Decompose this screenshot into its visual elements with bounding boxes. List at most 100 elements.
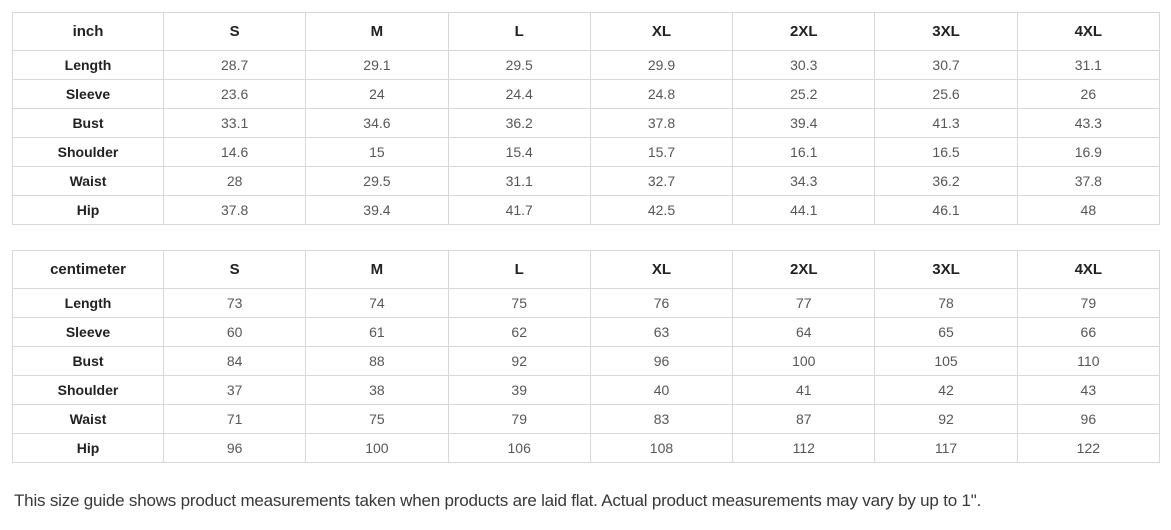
measurement-value-cell: 29.1: [305, 50, 449, 80]
measurement-value-cell: 46.1: [874, 195, 1018, 225]
measurement-value-cell: 23.6: [162, 79, 307, 109]
measurement-value-cell: 31.1: [447, 166, 591, 196]
size-table-body: Length 73 74 75 76 77 78 79 Sleeve 60 61 62 63 64 65 66…: [12, 288, 1161, 463]
table-row: Length 73 74 75 76 77 78 79: [12, 288, 1161, 318]
measurement-value-cell: 38: [305, 375, 449, 405]
measurement-value-cell: 112: [732, 433, 876, 463]
measurement-value-cell: 31.1: [1016, 50, 1161, 80]
table-row: Length 28.7 29.1 29.5 29.9 30.3 30.7 31.1: [12, 50, 1161, 80]
measurement-label-cell: Waist: [12, 404, 164, 434]
measurement-value-cell: 48: [1016, 195, 1161, 225]
measurement-value-cell: 73: [162, 288, 307, 318]
measurement-value-cell: 39.4: [732, 108, 876, 138]
measurement-value-cell: 77: [732, 288, 876, 318]
size-column-header: L: [447, 250, 591, 289]
measurement-value-cell: 87: [732, 404, 876, 434]
measurement-value-cell: 15.7: [589, 137, 734, 167]
size-table-centimeter: centimeter S M L XL 2XL 3XL 4XL Length 73 74 75 76 77…: [12, 250, 1161, 463]
measurement-value-cell: 24.4: [447, 79, 591, 109]
measurement-value-cell: 100: [732, 346, 876, 376]
measurement-value-cell: 92: [874, 404, 1018, 434]
measurement-value-cell: 16.9: [1016, 137, 1161, 167]
measurement-label-cell: Sleeve: [12, 79, 164, 109]
size-column-header: XL: [589, 250, 734, 289]
size-table-header: centimeter S M L XL 2XL 3XL 4XL: [12, 250, 1161, 289]
measurement-value-cell: 15.4: [447, 137, 591, 167]
measurement-value-cell: 25.2: [732, 79, 876, 109]
measurement-value-cell: 117: [874, 433, 1018, 463]
measurement-value-cell: 108: [589, 433, 734, 463]
size-column-header: 4XL: [1016, 12, 1161, 51]
size-column-header: S: [162, 12, 307, 51]
measurement-value-cell: 28.7: [162, 50, 307, 80]
measurement-value-cell: 88: [305, 346, 449, 376]
measurement-label-cell: Shoulder: [12, 375, 164, 405]
measurement-value-cell: 44.1: [732, 195, 876, 225]
size-guide-note: This size guide shows product measuremen…: [14, 491, 982, 510]
measurement-value-cell: 71: [162, 404, 307, 434]
measurement-value-cell: 39: [447, 375, 591, 405]
measurement-value-cell: 110: [1016, 346, 1161, 376]
measurement-value-cell: 42: [874, 375, 1018, 405]
measurement-value-cell: 28: [162, 166, 307, 196]
measurement-value-cell: 63: [589, 317, 734, 347]
measurement-value-cell: 33.1: [162, 108, 307, 138]
size-column-header: 2XL: [732, 250, 876, 289]
measurement-value-cell: 66: [1016, 317, 1161, 347]
measurement-value-cell: 16.5: [874, 137, 1018, 167]
size-column-header: M: [305, 250, 449, 289]
measurement-label-cell: Length: [12, 50, 164, 80]
measurement-value-cell: 122: [1016, 433, 1161, 463]
measurement-value-cell: 14.6: [162, 137, 307, 167]
header-row: inch S M L XL 2XL 3XL 4XL: [12, 12, 1161, 51]
measurement-value-cell: 37.8: [589, 108, 734, 138]
measurement-value-cell: 105: [874, 346, 1018, 376]
measurement-value-cell: 26: [1016, 79, 1161, 109]
measurement-value-cell: 96: [162, 433, 307, 463]
unit-label-cell: inch: [12, 12, 164, 51]
measurement-value-cell: 60: [162, 317, 307, 347]
measurement-value-cell: 16.1: [732, 137, 876, 167]
measurement-value-cell: 92: [447, 346, 591, 376]
measurement-value-cell: 64: [732, 317, 876, 347]
measurement-value-cell: 61: [305, 317, 449, 347]
measurement-value-cell: 30.7: [874, 50, 1018, 80]
measurement-value-cell: 96: [1016, 404, 1161, 434]
measurement-value-cell: 37: [162, 375, 307, 405]
measurement-value-cell: 78: [874, 288, 1018, 318]
measurement-value-cell: 25.6: [874, 79, 1018, 109]
size-column-header: M: [305, 12, 449, 51]
measurement-value-cell: 15: [305, 137, 449, 167]
measurement-value-cell: 43.3: [1016, 108, 1161, 138]
measurement-value-cell: 24: [305, 79, 449, 109]
measurement-value-cell: 40: [589, 375, 734, 405]
table-row: Shoulder 37 38 39 40 41 42 43: [12, 375, 1161, 405]
table-row: Sleeve 60 61 62 63 64 65 66: [12, 317, 1161, 347]
measurement-value-cell: 29.5: [447, 50, 591, 80]
measurement-value-cell: 41.3: [874, 108, 1018, 138]
measurement-value-cell: 30.3: [732, 50, 876, 80]
table-row: Bust 33.1 34.6 36.2 37.8 39.4 41.3 43.3: [12, 108, 1161, 138]
table-row: Hip 96 100 106 108 112 117 122: [12, 433, 1161, 463]
measurement-value-cell: 39.4: [305, 195, 449, 225]
size-column-header: 3XL: [874, 12, 1018, 51]
measurement-value-cell: 34.6: [305, 108, 449, 138]
measurement-value-cell: 74: [305, 288, 449, 318]
measurement-value-cell: 29.9: [589, 50, 734, 80]
measurement-value-cell: 43: [1016, 375, 1161, 405]
measurement-label-cell: Hip: [12, 195, 164, 225]
measurement-value-cell: 84: [162, 346, 307, 376]
measurement-value-cell: 34.3: [732, 166, 876, 196]
measurement-value-cell: 36.2: [874, 166, 1018, 196]
table-row: Waist 28 29.5 31.1 32.7 34.3 36.2 37.8: [12, 166, 1161, 196]
table-row: Bust 84 88 92 96 100 105 110: [12, 346, 1161, 376]
measurement-label-cell: Length: [12, 288, 164, 318]
measurement-value-cell: 24.8: [589, 79, 734, 109]
table-row: Sleeve 23.6 24 24.4 24.8 25.2 25.6 26: [12, 79, 1161, 109]
unit-label-cell: centimeter: [12, 250, 164, 289]
size-table-inch: inch S M L XL 2XL 3XL 4XL Length 28.7 29.1 29.5 29.9…: [12, 12, 1161, 225]
measurement-value-cell: 75: [447, 288, 591, 318]
size-table-body: Length 28.7 29.1 29.5 29.9 30.3 30.7 31.1 Sleeve…: [12, 50, 1161, 225]
measurement-value-cell: 62: [447, 317, 591, 347]
